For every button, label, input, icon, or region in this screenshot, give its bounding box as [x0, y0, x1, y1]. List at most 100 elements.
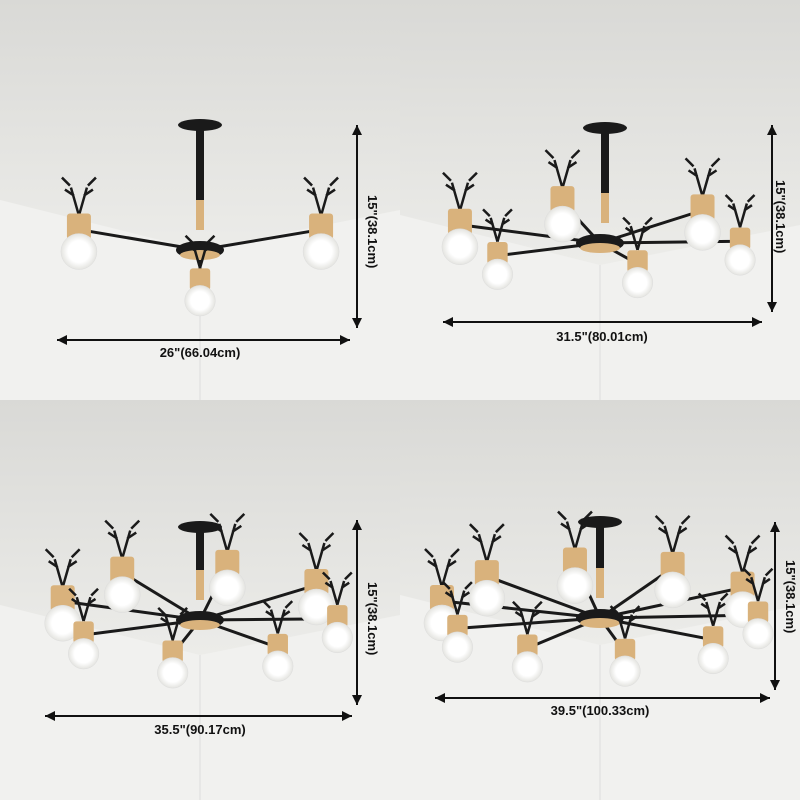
wooden-socket: [73, 621, 94, 644]
light-bulb: [157, 657, 189, 689]
wooden-socket: [309, 213, 334, 240]
width-dimension-label: 26"(66.04cm): [159, 345, 241, 360]
wood-rod-section: [596, 568, 604, 598]
antler-decoration: [512, 600, 543, 635]
hub-wood-base: [580, 618, 620, 628]
antler-decoration: [557, 510, 593, 550]
wood-rod-section: [196, 570, 204, 600]
light-bulb: [684, 214, 721, 251]
light-bulb: [103, 576, 141, 613]
wooden-socket: [162, 640, 183, 663]
arm: [459, 223, 601, 245]
arm: [62, 599, 201, 622]
antler-decoration: [654, 515, 691, 555]
light-bulb: [544, 205, 581, 243]
antler-decoration: [442, 171, 478, 212]
wooden-socket: [429, 584, 454, 611]
light-bulb: [556, 567, 594, 604]
wooden-socket: [730, 571, 755, 598]
hub-wood-base: [180, 250, 220, 260]
wood-rod-section: [196, 200, 204, 230]
antler-decoration: [61, 176, 97, 216]
arm: [121, 571, 201, 622]
light-bulb: [184, 285, 216, 317]
wooden-socket: [447, 614, 468, 637]
arrowhead: [57, 335, 67, 345]
arrowhead: [45, 711, 55, 721]
wooden-socket: [215, 549, 240, 576]
light-bulb: [621, 267, 654, 299]
antler-decoration: [44, 548, 81, 588]
chandelier-10-light-panel: 39.5"(100.33cm) 15"(38.1cm): [400, 400, 800, 800]
wooden-socket: [627, 250, 648, 273]
hub-wood-base: [180, 620, 220, 630]
wood-rod-section: [601, 193, 609, 223]
arrowhead: [352, 125, 362, 135]
width-dimension-label: 35.5"(90.17cm): [154, 722, 246, 737]
width-dimension-label: 39.5"(100.33cm): [550, 703, 650, 718]
wooden-socket: [517, 634, 538, 657]
antler-decoration: [104, 519, 141, 559]
antler-decoration: [482, 208, 513, 242]
wooden-socket: [702, 626, 724, 649]
light-bulb: [60, 233, 98, 270]
antler-decoration: [321, 571, 353, 606]
antler-decoration: [68, 587, 99, 622]
height-dimension-label: 15"(38.1cm): [773, 180, 788, 254]
arrowhead: [342, 711, 352, 721]
light-bulb: [209, 569, 246, 607]
chandelier-8-light-panel: 35.5"(90.17cm) 15"(38.1cm): [0, 400, 400, 800]
chandelier-illustration: [0, 400, 400, 800]
light-bulb: [511, 651, 543, 683]
wooden-socket: [474, 560, 499, 587]
down-rod: [196, 125, 204, 230]
antler-decoration: [724, 534, 761, 574]
arm: [441, 599, 601, 620]
antler-decoration: [303, 176, 339, 216]
antler-decoration: [262, 600, 294, 634]
light-bulb: [262, 650, 294, 682]
light-bulb: [441, 631, 473, 663]
wooden-socket: [487, 242, 508, 265]
light-bulb: [302, 233, 340, 270]
hub-wood-base: [580, 243, 620, 253]
wooden-socket: [550, 186, 575, 213]
wooden-socket: [747, 601, 769, 624]
arm: [486, 574, 601, 620]
antler-decoration: [424, 548, 460, 588]
wooden-socket: [66, 213, 91, 240]
width-dimension-label: 31.5"(80.01cm): [556, 329, 648, 344]
light-bulb: [724, 244, 756, 276]
wooden-socket: [327, 605, 348, 628]
light-bulb: [609, 655, 641, 687]
chandelier-illustration: [400, 0, 800, 400]
antler-decoration: [742, 567, 774, 602]
light-bulb: [68, 638, 100, 670]
wooden-socket: [110, 556, 135, 583]
down-rod: [196, 527, 204, 600]
antler-decoration: [298, 532, 335, 572]
height-dimension-label: 15"(38.1cm): [365, 582, 380, 656]
arrowhead: [760, 693, 770, 703]
light-bulb: [321, 621, 353, 654]
antler-decoration: [609, 605, 641, 639]
arrowhead: [352, 318, 362, 328]
wooden-socket: [267, 633, 288, 656]
antler-decoration: [468, 523, 505, 563]
arrowhead: [443, 317, 453, 327]
wooden-socket: [729, 227, 751, 250]
height-dimension-label: 15"(38.1cm): [783, 560, 798, 634]
antler-decoration: [724, 194, 756, 228]
light-bulb: [481, 258, 514, 290]
arm: [199, 583, 317, 622]
height-dimension-label: 15"(38.1cm): [365, 195, 380, 269]
antler-decoration: [157, 606, 189, 641]
arm: [457, 616, 601, 630]
arrowhead: [435, 693, 445, 703]
wooden-socket: [614, 638, 636, 661]
arrowhead: [352, 695, 362, 705]
antler-decoration: [544, 149, 581, 189]
chandelier-3-light-panel: 26"(66.04cm) 15"(38.1cm): [0, 0, 400, 400]
antler-decoration: [209, 512, 246, 553]
antler-decoration: [622, 216, 653, 251]
